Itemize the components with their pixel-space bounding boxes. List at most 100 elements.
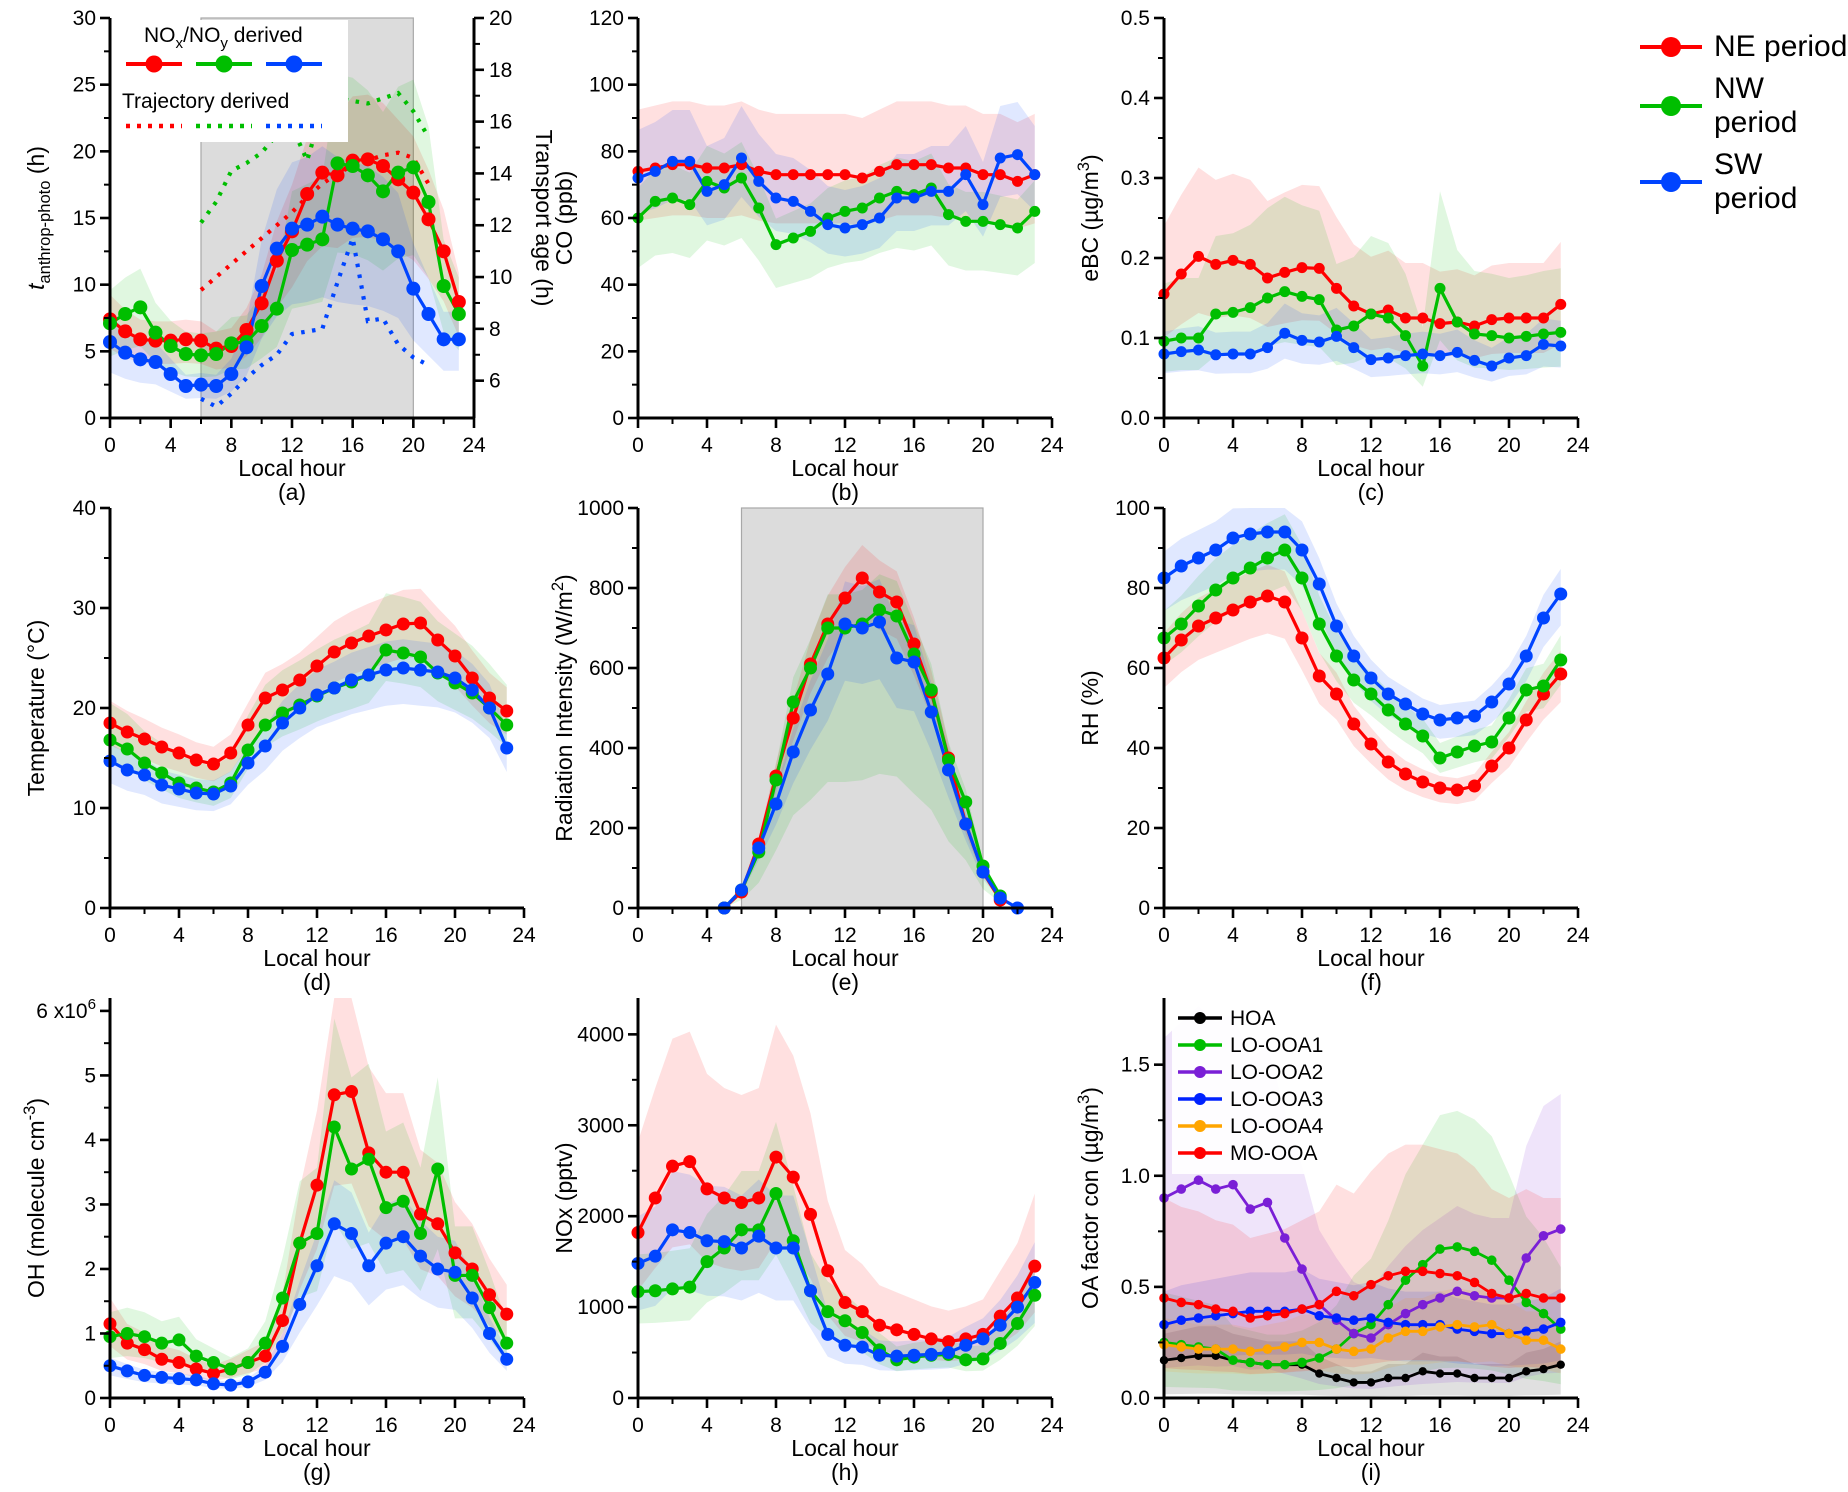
data-point-marker [1243, 595, 1257, 609]
data-point-marker [1278, 595, 1292, 609]
data-point-marker [138, 1330, 151, 1344]
data-point-marker [1555, 1324, 1566, 1334]
data-point-marker [1012, 175, 1023, 187]
data-point-marker [1279, 1308, 1290, 1319]
data-point-marker [1555, 298, 1567, 310]
data-point-marker [1227, 348, 1239, 360]
data-point-marker [133, 332, 148, 347]
data-point-marker [667, 192, 678, 204]
data-point-marker [391, 165, 406, 180]
y-axis-title: RH (%) [1077, 670, 1103, 745]
y-tick-label: 400 [589, 737, 624, 760]
panel-a-svg: 0 4 8 12 16 20 24 0 5 10 15 20 25 30 6 8 10 12 14 16 18 20 Tra… [23, 7, 557, 505]
y-tick-label: 200 [589, 817, 624, 840]
x-tick-label: 4 [1227, 924, 1239, 947]
data-point-marker [1521, 1288, 1532, 1299]
data-point-marker [362, 1152, 376, 1166]
data-point-marker [1400, 1326, 1411, 1337]
data-point-marker [1469, 320, 1480, 332]
data-point-marker [977, 169, 989, 181]
data-point-marker [683, 1155, 697, 1169]
data-point-marker [1279, 1359, 1290, 1370]
data-point-marker [345, 159, 360, 173]
data-point-marker [890, 651, 904, 665]
data-point-marker [310, 1226, 324, 1240]
data-point-marker [269, 253, 284, 268]
data-point-marker [1175, 268, 1187, 280]
data-point-marker [855, 1340, 869, 1354]
y-tick-label: 60 [1127, 657, 1150, 680]
data-point-marker [1468, 779, 1481, 793]
data-point-marker [1174, 559, 1188, 573]
data-point-marker [376, 159, 390, 173]
data-point-marker [155, 766, 169, 780]
data-point-marker [431, 665, 445, 679]
data-point-marker [1486, 330, 1498, 342]
data-point-marker [736, 152, 747, 164]
data-point-marker [1451, 346, 1463, 358]
data-point-marker [155, 1370, 169, 1384]
data-point-marker [1538, 338, 1549, 350]
data-point-marker [770, 192, 782, 204]
data-point-marker [1174, 617, 1188, 631]
data-point-marker [1433, 781, 1447, 795]
data-point-marker [379, 663, 393, 677]
data-point-marker [1504, 1373, 1514, 1383]
y-tick-label: 5 [84, 340, 96, 363]
data-point-marker [465, 1268, 479, 1282]
data-point-marker [148, 325, 163, 340]
data-point-marker [873, 1318, 886, 1332]
y-tick-label: 80 [601, 140, 624, 163]
data-point-marker [118, 345, 133, 360]
data-point-marker [838, 1296, 852, 1310]
data-point-marker [1296, 290, 1308, 302]
y-tick-label: 30 [73, 7, 96, 30]
data-point-marker [327, 1217, 341, 1231]
data-point-marker [1382, 312, 1394, 324]
data-point-marker [1452, 1270, 1463, 1281]
data-point-marker [293, 673, 307, 687]
y-tick-label: 3 [84, 1193, 96, 1216]
oa-legend-label: LO-OOA2 [1230, 1061, 1323, 1084]
uncertainty-band [110, 588, 507, 782]
panel-letter: (e) [831, 969, 859, 995]
data-point-marker [1555, 1224, 1566, 1234]
panel-h-svg: 0 4 8 12 16 20 24 0 1000 2000 3000 4000 NOx (pptv) Lo… [551, 998, 1064, 1485]
data-point-marker [736, 172, 747, 184]
data-point-marker [391, 244, 406, 259]
data-point-marker [1312, 669, 1326, 683]
data-point-marker [1245, 1357, 1256, 1368]
data-point-marker [1503, 312, 1515, 324]
x-tick-label: 24 [512, 924, 536, 947]
data-point-marker [821, 621, 835, 635]
data-point-marker [310, 1178, 324, 1192]
x-tick-label: 24 [1040, 434, 1064, 457]
uncertainty-band [110, 74, 459, 378]
data-point-marker [1312, 617, 1326, 631]
x-tick-label: 8 [242, 1414, 254, 1437]
data-point-marker [1399, 717, 1412, 731]
data-point-marker [224, 1378, 238, 1392]
data-point-marker [1504, 1293, 1514, 1303]
data-point-marker [925, 159, 937, 171]
data-point-marker [821, 1327, 835, 1341]
data-point-marker [1314, 1353, 1325, 1363]
data-point-marker [856, 172, 868, 184]
data-point-marker [700, 1234, 714, 1248]
y-tick-label: 15 [73, 207, 96, 230]
data-point-marker [976, 865, 990, 879]
data-point-marker [1519, 649, 1533, 663]
data-point-marker [1349, 1378, 1358, 1387]
data-point-marker [1503, 352, 1515, 364]
data-point-marker [1262, 1359, 1273, 1370]
data-point-marker [1279, 266, 1291, 278]
data-point-marker [1537, 679, 1550, 693]
right-tick-label: 20 [489, 7, 512, 30]
data-point-marker [855, 621, 869, 635]
data-point-marker [1384, 1373, 1393, 1383]
y-tick-label: 4000 [577, 1023, 624, 1046]
data-point-marker [241, 718, 255, 732]
data-point-marker [1011, 1291, 1024, 1305]
data-point-marker [1434, 282, 1446, 294]
data-point-marker [1330, 649, 1343, 663]
